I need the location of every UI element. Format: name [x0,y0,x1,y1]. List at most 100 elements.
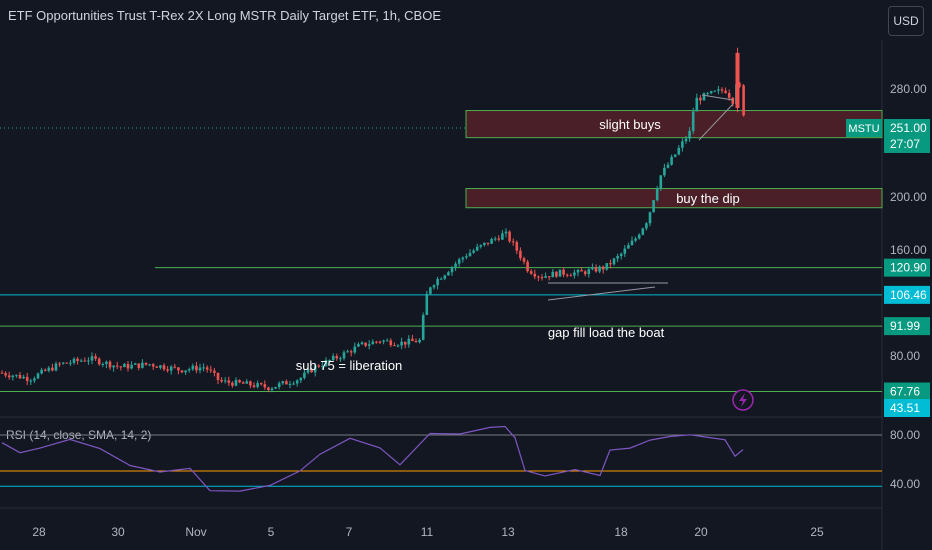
candle-body [205,367,209,370]
price-tick-280: 280.00 [890,82,927,96]
candle-body [594,267,598,272]
time-label-28: 28 [32,525,46,539]
candle-body [623,248,627,254]
candle-body [87,360,90,362]
candle-body [11,375,15,378]
candle-body [515,242,519,251]
candle-body [51,367,54,371]
price-tick-160: 160.00 [890,243,927,257]
candle-body [263,384,267,388]
candle-body [162,365,166,370]
candle-body [119,366,123,368]
triangle-pattern-lower[interactable] [547,286,656,301]
candle-body [115,365,119,367]
candle-body [69,362,72,364]
candle-body [695,97,699,112]
candle-body [619,253,623,257]
candle-body [245,381,249,384]
zone-0[interactable] [465,110,883,139]
last-price-label: 251.00 [890,121,927,135]
candle-body [616,256,619,259]
candle-body [439,278,443,280]
candle-body [285,381,288,385]
candle-body [738,84,742,86]
candle-body [256,383,259,387]
candle-body [601,266,605,270]
candle-body [267,387,270,391]
candle-body [454,263,457,268]
candle-body [22,376,25,379]
candle-body [335,355,339,359]
candle-body [627,245,630,249]
lightning-icon[interactable] [732,389,754,411]
candle-body [259,383,263,385]
candle-body [425,293,429,316]
candle-body [580,269,583,272]
candle-body [238,380,241,383]
candle-body [123,364,126,368]
candle-body [25,376,29,381]
candle-body [126,364,130,369]
candle-body [475,246,479,251]
candle-body [382,340,385,342]
candle-body [702,93,706,101]
candle-body [724,90,727,93]
candle-body [7,375,11,378]
candle-body [346,351,349,353]
candle-body [591,267,594,270]
chart-title: ETF Opportunities Trust T-Rex 2X Long MS… [8,8,442,23]
candle-body [605,263,609,270]
currency-button[interactable]: USD [888,6,924,36]
candle-body [177,367,180,371]
candle-body [281,381,285,384]
candle-body [666,164,670,168]
candle-body [472,250,475,253]
candle-body [18,374,22,379]
candle-body [598,266,601,272]
candle-body [641,228,645,235]
candle-body [551,271,555,278]
candle-body [29,380,33,382]
candle-body [742,85,745,116]
candle-body [249,381,252,386]
candle-body [101,364,105,366]
candle-body [713,90,717,92]
level-label-5: 43.51 [890,401,920,415]
pennant-pattern-lower[interactable] [698,103,734,141]
candle-body [558,269,562,277]
zone-1[interactable] [465,188,883,209]
candle-body [655,188,659,201]
annotation-gap-fill[interactable]: gap fill load the boat [548,325,665,340]
candle-body [544,276,547,278]
candle-body [670,156,673,165]
candle-body [529,271,533,274]
candle-body [94,356,97,359]
candle-body [216,372,220,380]
candle-body [313,365,317,373]
candle-body [436,279,439,286]
candle-body [277,383,281,388]
candle-body [357,344,360,347]
candle-body [385,340,389,342]
candle-body [169,366,173,371]
candle-body [187,369,191,371]
time-label-nov: Nov [185,525,206,539]
candle-body [688,130,691,139]
candle-body [569,275,573,277]
candle-body [479,244,483,247]
candle-body [691,111,695,131]
candle-body [731,97,735,104]
candle-body [501,233,504,240]
candle-body [43,369,47,371]
candle-body [630,240,634,246]
candle-body [270,388,274,391]
candle-body [353,346,357,353]
candle-body [58,363,61,365]
candle-body [72,358,76,363]
annotation-sub-75[interactable]: sub 75 = liberation [296,358,403,373]
candle-body [76,358,79,361]
candle-body [533,273,537,277]
candle-body [342,352,346,359]
pennant-pattern-upper[interactable] [701,94,734,101]
